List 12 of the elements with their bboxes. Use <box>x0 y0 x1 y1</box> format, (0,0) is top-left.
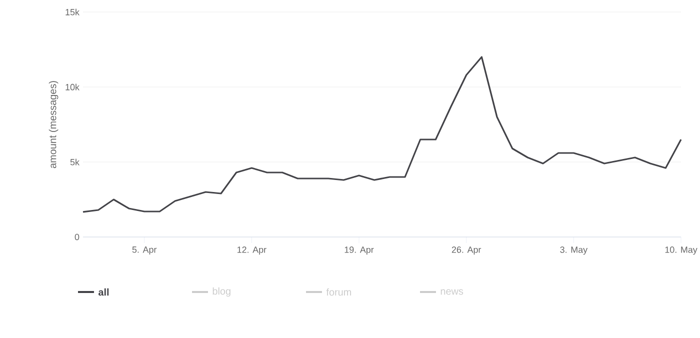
x-tick-label: 5. Apr <box>132 246 157 255</box>
y-axis-title: amount (messages) <box>48 81 58 168</box>
legend-label: all <box>98 288 109 296</box>
y-tick-label: 10k <box>66 84 80 90</box>
x-tick-label: 10. May <box>665 246 698 255</box>
y-tick-label: 15k <box>66 8 80 16</box>
x-tick-label: 12. Apr <box>237 246 266 255</box>
x-tick-label: 19. Apr <box>344 246 374 255</box>
y-tick-label: 0 <box>74 234 80 240</box>
x-tick-label: 3. May <box>560 246 588 255</box>
x-tick-label: 26. Apr <box>452 246 482 255</box>
y-tick-label: 5k <box>70 158 80 166</box>
